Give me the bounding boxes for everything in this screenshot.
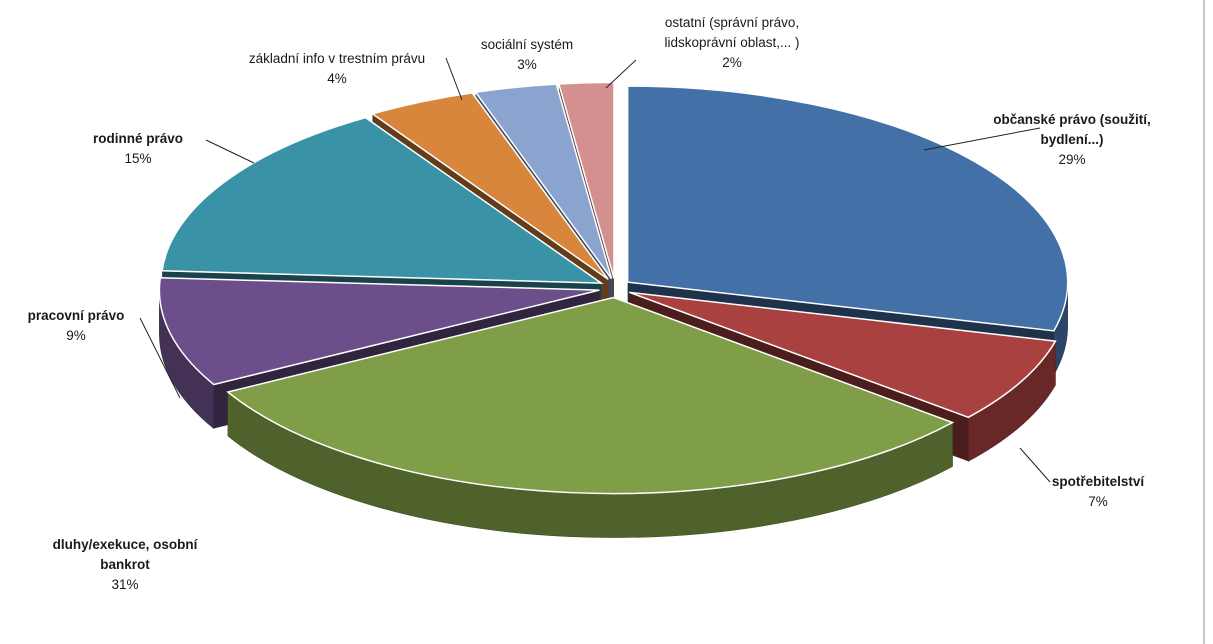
pie-slice-3	[226, 296, 955, 495]
slice-label-8-line-1: ostatní (správní právo,	[665, 15, 799, 30]
slice-label-1-line-2: bydlení...)	[1040, 132, 1103, 147]
slice-label-2-line-1: spotřebitelství	[1052, 474, 1146, 489]
slice-label-5-line-1: rodinné právo	[93, 131, 183, 146]
pie-slice-2	[628, 291, 1057, 419]
leader-line-5	[205, 139, 255, 164]
slice-label-6-line-1: základní info v trestním právu	[249, 51, 425, 66]
pie-slice-6	[370, 92, 609, 280]
slice-label-1-line-1: občanské právo (soužití,	[993, 112, 1151, 127]
slice-percent-3: 31%	[111, 577, 138, 592]
pie-slice-4	[158, 277, 600, 386]
leader-line-6	[445, 57, 463, 101]
slice-percent-5: 15%	[124, 151, 151, 166]
slice-percent-1: 29%	[1058, 152, 1085, 167]
slice-label-3-line-2: bankrot	[100, 557, 150, 572]
leader-line-1	[923, 127, 1041, 151]
pie-slice-1	[626, 85, 1069, 332]
slice-label-7-line-1: sociální systém	[481, 37, 573, 52]
leader-line-8	[605, 59, 637, 89]
slice-label-4-line-1: pracovní právo	[28, 308, 125, 323]
pie-top-faces	[158, 81, 1069, 495]
slice-percent-6: 4%	[327, 71, 347, 86]
leader-line-2	[1019, 447, 1051, 483]
pie-slice-8	[557, 81, 615, 279]
slice-label-8-line-2: lidskoprávní oblast,... )	[664, 35, 799, 50]
slice-percent-4: 9%	[66, 328, 86, 343]
leader-line-4	[139, 317, 181, 399]
right-border-line	[1203, 0, 1205, 644]
pie-labels: občanské právo (soužití, bydlení...) 29% sp…	[28, 15, 1151, 592]
slice-percent-8: 2%	[722, 55, 742, 70]
slice-label-3-line-1: dluhy/exekuce, osobní	[53, 537, 199, 552]
slice-percent-7: 3%	[517, 57, 537, 72]
pie-slice-7	[474, 83, 613, 280]
slice-percent-2: 7%	[1088, 494, 1108, 509]
pie-slice-5	[161, 116, 604, 284]
